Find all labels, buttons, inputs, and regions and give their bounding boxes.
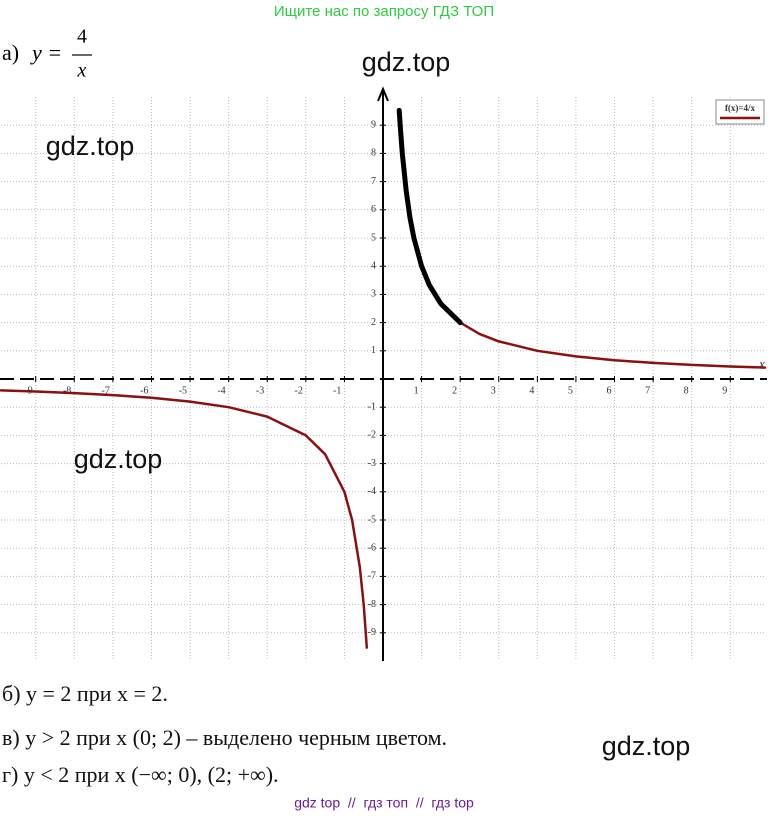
y-tick-label: -8: [368, 599, 376, 610]
y-tick-label: 2: [371, 317, 376, 328]
y-tick-label: 3: [371, 289, 376, 300]
y-tick-label: -9: [368, 627, 376, 638]
x-tick-label: -6: [140, 385, 148, 396]
y-tick-label: 6: [371, 204, 376, 215]
y-tick-label: -4: [368, 486, 376, 497]
y-tick-label: -1: [368, 401, 376, 412]
y-axis-arrow: [377, 86, 389, 102]
x-tick-label: 3: [491, 385, 496, 396]
formula-lhs: y =: [30, 40, 62, 65]
watermark: gdz.top: [46, 131, 135, 161]
y-tick-label: 5: [371, 232, 376, 243]
y-tick-label: 1: [371, 345, 376, 356]
x-tick-label: 9: [722, 385, 727, 396]
y-tick-label: 9: [371, 119, 376, 130]
part-label: а): [2, 40, 19, 65]
x-tick-label: 2: [452, 385, 457, 396]
answer: г) y < 2 при x (−∞; 0), (2; +∞).: [2, 762, 279, 787]
banner: Ищите нас по запросу ГДЗ ТОП: [274, 3, 494, 20]
denominator: x: [77, 60, 87, 82]
y-tick-label: 8: [371, 148, 376, 159]
x-tick-label: 7: [645, 385, 650, 396]
y-tick-label: 4: [371, 260, 376, 271]
x-tick-label: -5: [179, 385, 187, 396]
x-tick-label: 6: [607, 385, 612, 396]
watermark: gdz.top: [602, 731, 691, 761]
y-tick-label: -7: [368, 571, 376, 582]
answer: б) y = 2 при x = 2.: [2, 681, 168, 706]
y-tick-label: -5: [368, 514, 376, 525]
y-tick-label: -6: [368, 542, 376, 553]
plot: -9 -8 -7 -6 -5 -4 -3 -2 -1 1 2 3 4 5 6 7 8 9-9-8-7-6-5-4-…: [0, 86, 767, 661]
y-tick-label: -2: [368, 430, 376, 441]
x-tick-label: -8: [63, 385, 71, 396]
x-tick-label: 8: [684, 385, 689, 396]
numerator: 4: [77, 26, 87, 48]
curve: [396, 107, 463, 326]
footer: gdz top // гдз топ // гдз top: [294, 795, 474, 811]
x-tick-label: 1: [414, 385, 419, 396]
watermark: gdz.top: [362, 47, 451, 77]
x-tick-label: -3: [256, 385, 264, 396]
x-tick-label: -2: [294, 385, 302, 396]
legend-box: [715, 99, 765, 125]
answer: в) y > 2 при x (0; 2) – выделено черным …: [2, 725, 447, 750]
y-tick-label: 7: [371, 176, 376, 187]
x-tick-label: 5: [568, 385, 573, 396]
legend-label: f(x)=4/x: [725, 103, 756, 113]
x-tick-label: -4: [217, 385, 225, 396]
x-tick-label: -7: [102, 385, 110, 396]
y-tick-label: -3: [368, 458, 376, 469]
watermark: gdz.top: [74, 444, 163, 474]
x-axis-label: x: [758, 356, 765, 371]
curve: [0, 321, 767, 649]
x-tick-label: -1: [333, 385, 341, 396]
x-tick-label: 4: [529, 385, 534, 396]
